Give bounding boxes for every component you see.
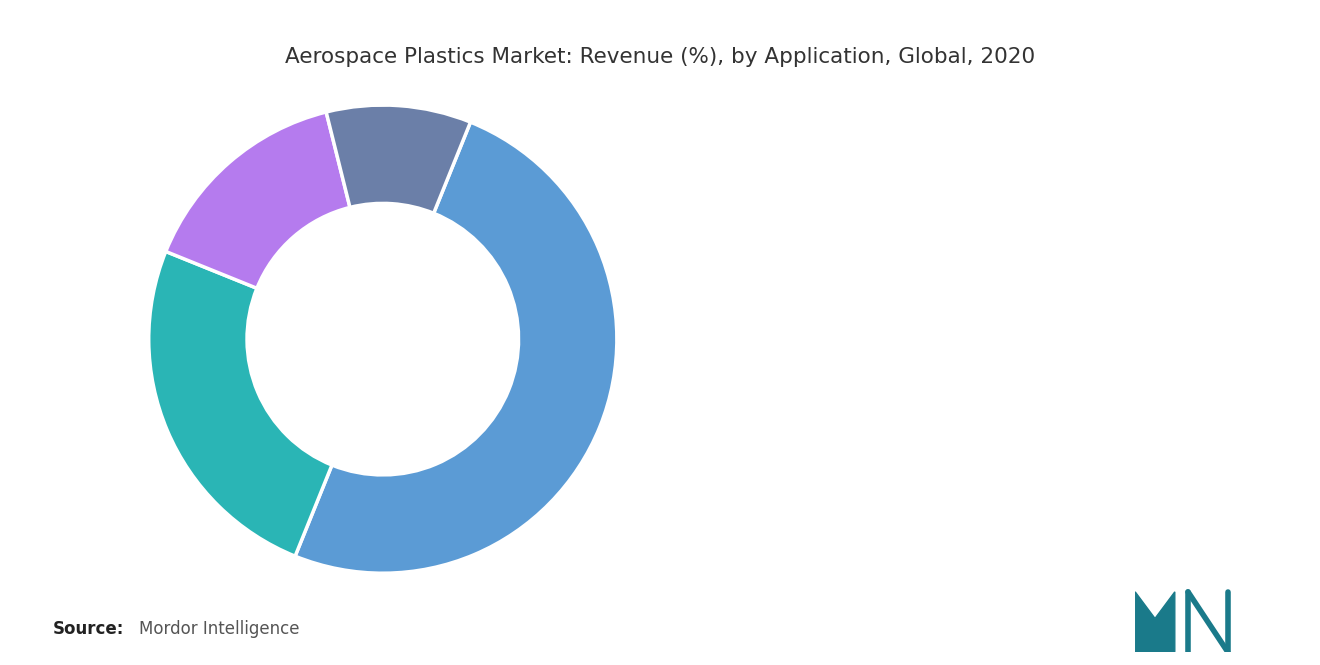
Wedge shape	[166, 112, 350, 289]
Wedge shape	[326, 105, 470, 213]
Legend: 	[762, 323, 780, 342]
Wedge shape	[296, 122, 616, 573]
Polygon shape	[1135, 592, 1175, 652]
Text: Mordor Intelligence: Mordor Intelligence	[139, 620, 300, 638]
Wedge shape	[149, 251, 331, 556]
Text: Aerospace Plastics Market: Revenue (%), by Application, Global, 2020: Aerospace Plastics Market: Revenue (%), …	[285, 47, 1035, 66]
Text: Source:: Source:	[53, 620, 124, 638]
